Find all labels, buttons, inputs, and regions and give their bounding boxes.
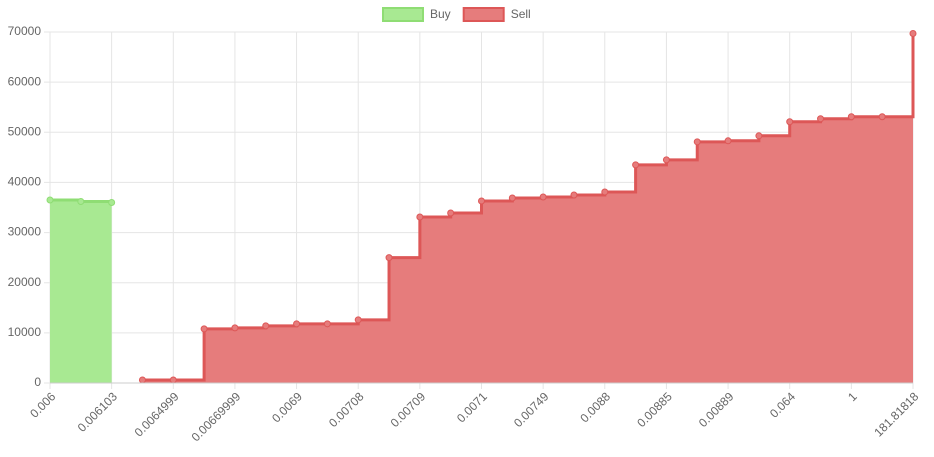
- point: [169, 376, 177, 384]
- area: [50, 199, 112, 383]
- y-tick-label: 0: [34, 375, 41, 389]
- x-tick-label: 181.81818: [871, 389, 921, 439]
- point: [231, 324, 239, 332]
- x-tick-label: 0.00669999: [189, 389, 244, 444]
- y-tick-label: 10000: [8, 325, 42, 339]
- x-tick-label: 0.064: [767, 389, 798, 420]
- point: [817, 115, 825, 123]
- x-tick-label: 0.0088: [577, 389, 613, 425]
- point: [847, 113, 855, 121]
- x-tick-label: 0.006103: [75, 389, 121, 435]
- point: [632, 161, 640, 169]
- point: [323, 320, 331, 328]
- x-tick-label: 0.0064999: [132, 389, 182, 439]
- point: [539, 193, 547, 201]
- x-tick-label: 0.0071: [454, 389, 490, 425]
- point: [786, 118, 794, 126]
- legend-label: Sell: [511, 7, 531, 21]
- point: [416, 213, 424, 221]
- x-tick-label: 0.00885: [634, 389, 675, 430]
- x-tick-label: 0.00709: [388, 389, 429, 430]
- point: [662, 156, 670, 164]
- x-tick-label: 1: [845, 389, 860, 404]
- point: [570, 191, 578, 199]
- legend-swatch: [462, 7, 505, 22]
- point: [601, 188, 609, 196]
- point: [724, 137, 732, 145]
- point: [293, 320, 301, 328]
- y-tick-label: 40000: [8, 175, 42, 189]
- y-tick-label: 70000: [8, 24, 42, 38]
- point: [478, 197, 485, 205]
- x-tick-label: 0.0069: [269, 389, 305, 425]
- point: [508, 194, 516, 202]
- point: [354, 316, 362, 324]
- point: [46, 196, 54, 204]
- point: [138, 376, 146, 384]
- x-tick-label: 0.00889: [696, 389, 737, 430]
- legend-label: Buy: [430, 7, 451, 21]
- point: [447, 209, 455, 217]
- point: [108, 198, 116, 206]
- x-tick-label: 0.00749: [511, 389, 552, 430]
- y-tick-label: 60000: [8, 74, 42, 88]
- point: [693, 138, 701, 146]
- point: [385, 254, 393, 262]
- y-tick-label: 30000: [8, 225, 42, 239]
- point: [77, 197, 85, 205]
- area: [142, 33, 913, 384]
- point: [755, 132, 763, 140]
- x-tick-label: 0.006: [27, 389, 58, 420]
- point: [878, 113, 886, 121]
- point: [262, 322, 270, 330]
- y-tick-label: 20000: [8, 275, 42, 289]
- point: [909, 30, 917, 38]
- x-tick-label: 0.00708: [326, 389, 367, 430]
- legend-swatch: [382, 7, 424, 22]
- y-tick-label: 50000: [8, 124, 42, 138]
- point: [200, 325, 208, 333]
